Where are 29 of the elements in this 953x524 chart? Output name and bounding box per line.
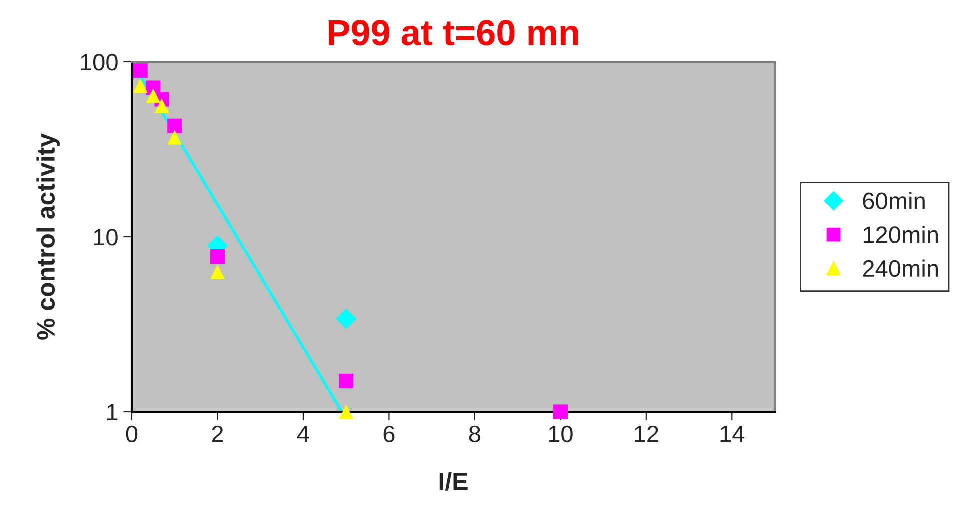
y-tick-label: 1: [107, 404, 118, 421]
y-tick-label: 10: [94, 229, 118, 246]
legend-label: 60min: [863, 192, 925, 210]
point: [133, 78, 148, 94]
point: [553, 404, 568, 420]
x-tick-label: 6: [384, 426, 395, 443]
x-tick-label: 2: [212, 426, 224, 442]
point: [336, 308, 357, 330]
legend-label: 240min: [863, 260, 938, 278]
x-tick-label: 10: [549, 426, 573, 443]
point: [210, 264, 226, 280]
x-tick-label: 0: [126, 426, 138, 443]
x-tick-label: 4: [297, 426, 310, 442]
y-tick-label: 100: [81, 54, 118, 71]
x-tick-label: 8: [469, 426, 480, 443]
legend-label: 120min: [864, 226, 938, 244]
x-tick-label: 14: [720, 426, 745, 442]
point: [133, 64, 148, 78]
point: [339, 404, 354, 420]
point: [168, 130, 182, 145]
point: [154, 98, 170, 114]
point: [210, 250, 226, 264]
point: [168, 118, 182, 134]
y-axis-title: % control activity: [36, 134, 60, 340]
x-axis-title: I/E: [440, 472, 468, 491]
point: [339, 374, 354, 388]
chart-title: P99 at t=60 mn: [328, 20, 578, 46]
point: [146, 88, 161, 104]
x-tick-label: 12: [635, 426, 658, 442]
